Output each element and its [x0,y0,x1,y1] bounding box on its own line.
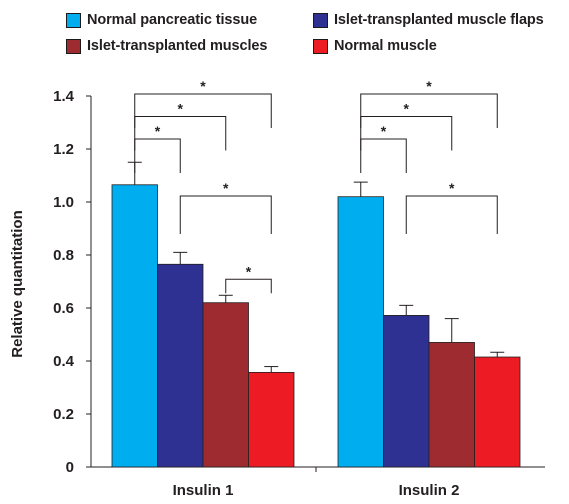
significance-label: * [246,263,252,279]
legend-label: Normal pancreatic tissue [87,12,258,28]
legend-label: Islet-transplanted muscle flaps [334,12,544,28]
significance-bracket [134,138,181,173]
legend-item: Islet-transplanted muscle flaps [313,10,544,30]
bar [202,302,249,468]
y-tick-label: 0.4 [53,353,75,370]
y-tick-label: 0 [66,459,74,476]
significance-bracket [360,116,453,151]
significance-bracket [134,93,272,128]
y-tick-label: 0.8 [53,247,74,264]
y-axis-title: Relative quantitation [9,210,26,358]
legend-swatch-islet-transplanted-muscle-flaps [313,12,328,28]
significance-bracket [360,138,407,173]
y-tick-label: 1.4 [53,88,75,105]
bar [428,342,475,468]
y-tick-label: 0.2 [53,406,74,423]
significance-label: * [223,180,229,196]
legend-item: Normal pancreatic tissue [66,10,257,30]
significance-label: * [178,101,184,117]
legend-swatch-normal-muscle [313,38,328,54]
significance-label: * [449,180,455,196]
bar [157,263,204,468]
significance-label: * [200,78,206,94]
significance-label: * [426,78,432,94]
significance-bracket [225,278,272,294]
bar [248,371,295,468]
bar [337,196,384,468]
bar [111,184,158,468]
significance-label: * [404,101,410,117]
x-tick-label: Insulin 2 [399,482,460,499]
legend-swatch-islet-transplanted-muscles [66,38,81,54]
significance-label: * [381,123,387,139]
legend: Normal pancreatic tissue Islet-transplan… [66,6,566,60]
x-tick-label: Insulin 1 [173,482,234,499]
significance-bracket [405,195,498,234]
bar [383,315,430,468]
legend-label: Islet-transplanted muscles [87,38,268,54]
legend-label: Normal muscle [334,38,437,54]
legend-item: Normal muscle [313,36,437,56]
significance-bracket [134,116,227,151]
legend-swatch-normal-pancreatic-tissue [66,12,81,28]
y-tick-label: 1.2 [53,141,74,158]
significance-label: * [155,123,161,139]
significance-bracket [360,93,498,128]
significance-bracket [179,195,272,234]
y-tick-label: 1.0 [53,194,74,211]
bar [474,356,521,468]
y-tick-label: 0.6 [53,300,74,317]
legend-item: Islet-transplanted muscles [66,36,267,56]
